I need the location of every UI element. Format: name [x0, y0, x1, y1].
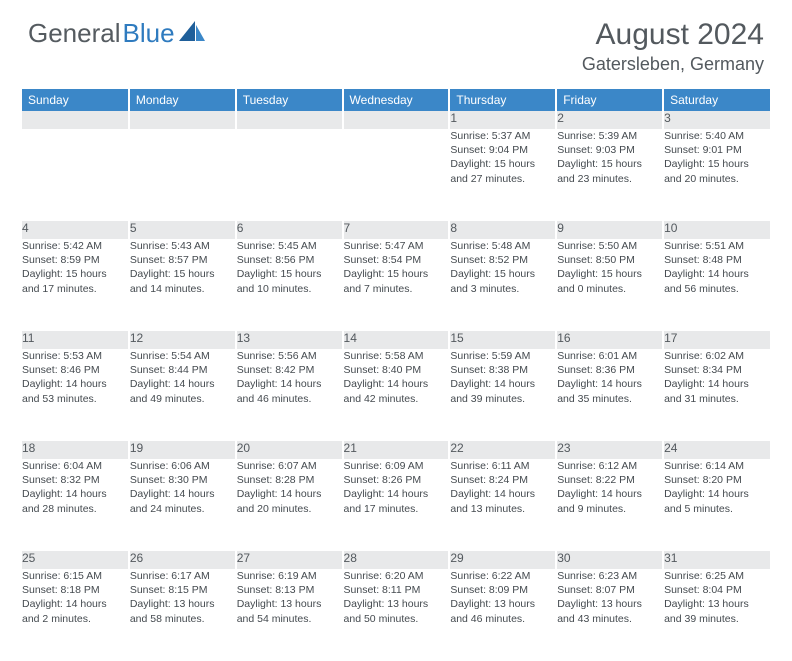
day-cell: Sunrise: 6:01 AMSunset: 8:36 PMDaylight:…	[556, 349, 663, 441]
day-cell: Sunrise: 6:02 AMSunset: 8:34 PMDaylight:…	[663, 349, 770, 441]
day-cell: Sunrise: 6:04 AMSunset: 8:32 PMDaylight:…	[22, 459, 129, 551]
empty-cell	[129, 111, 236, 129]
day-cell: Sunrise: 5:51 AMSunset: 8:48 PMDaylight:…	[663, 239, 770, 331]
day-number: 17	[663, 331, 770, 349]
day-number: 4	[22, 221, 129, 239]
empty-cell	[22, 129, 129, 221]
day-number: 14	[343, 331, 450, 349]
weekday-header: Thursday	[449, 89, 556, 111]
day-cell: Sunrise: 6:06 AMSunset: 8:30 PMDaylight:…	[129, 459, 236, 551]
day-cell: Sunrise: 6:22 AMSunset: 8:09 PMDaylight:…	[449, 569, 556, 661]
day-cell: Sunrise: 5:50 AMSunset: 8:50 PMDaylight:…	[556, 239, 663, 331]
day-number: 26	[129, 551, 236, 569]
logo-text-general: General	[28, 18, 121, 49]
day-number: 13	[236, 331, 343, 349]
header: General Blue August 2024 Gatersleben, Ge…	[0, 0, 792, 83]
day-number: 24	[663, 441, 770, 459]
month-title: August 2024	[582, 18, 764, 52]
day-cell: Sunrise: 6:23 AMSunset: 8:07 PMDaylight:…	[556, 569, 663, 661]
day-cell: Sunrise: 5:54 AMSunset: 8:44 PMDaylight:…	[129, 349, 236, 441]
calendar-table: SundayMondayTuesdayWednesdayThursdayFrid…	[22, 89, 770, 661]
day-cell: Sunrise: 5:47 AMSunset: 8:54 PMDaylight:…	[343, 239, 450, 331]
day-number: 7	[343, 221, 450, 239]
day-content-row: Sunrise: 5:53 AMSunset: 8:46 PMDaylight:…	[22, 349, 770, 441]
empty-cell	[129, 129, 236, 221]
empty-cell	[236, 129, 343, 221]
day-content-row: Sunrise: 6:15 AMSunset: 8:18 PMDaylight:…	[22, 569, 770, 661]
empty-cell	[22, 111, 129, 129]
day-cell: Sunrise: 5:37 AMSunset: 9:04 PMDaylight:…	[449, 129, 556, 221]
day-cell: Sunrise: 6:25 AMSunset: 8:04 PMDaylight:…	[663, 569, 770, 661]
day-number: 22	[449, 441, 556, 459]
day-number: 8	[449, 221, 556, 239]
day-number: 25	[22, 551, 129, 569]
daynum-row: 45678910	[22, 221, 770, 239]
weekday-header: Tuesday	[236, 89, 343, 111]
day-number: 5	[129, 221, 236, 239]
day-number: 31	[663, 551, 770, 569]
day-cell: Sunrise: 6:12 AMSunset: 8:22 PMDaylight:…	[556, 459, 663, 551]
daynum-row: 11121314151617	[22, 331, 770, 349]
day-number: 21	[343, 441, 450, 459]
day-number: 16	[556, 331, 663, 349]
day-number: 18	[22, 441, 129, 459]
day-number: 23	[556, 441, 663, 459]
day-content-row: Sunrise: 5:42 AMSunset: 8:59 PMDaylight:…	[22, 239, 770, 331]
day-cell: Sunrise: 5:43 AMSunset: 8:57 PMDaylight:…	[129, 239, 236, 331]
day-number: 12	[129, 331, 236, 349]
day-number: 27	[236, 551, 343, 569]
day-cell: Sunrise: 5:39 AMSunset: 9:03 PMDaylight:…	[556, 129, 663, 221]
weekday-header-row: SundayMondayTuesdayWednesdayThursdayFrid…	[22, 89, 770, 111]
day-cell: Sunrise: 6:19 AMSunset: 8:13 PMDaylight:…	[236, 569, 343, 661]
logo-sail-icon	[179, 21, 205, 41]
weekday-header: Monday	[129, 89, 236, 111]
title-block: August 2024 Gatersleben, Germany	[582, 18, 764, 75]
day-number: 15	[449, 331, 556, 349]
day-number: 11	[22, 331, 129, 349]
daynum-row: 123	[22, 111, 770, 129]
day-cell: Sunrise: 6:17 AMSunset: 8:15 PMDaylight:…	[129, 569, 236, 661]
day-content-row: Sunrise: 6:04 AMSunset: 8:32 PMDaylight:…	[22, 459, 770, 551]
empty-cell	[343, 111, 450, 129]
day-number: 10	[663, 221, 770, 239]
day-cell: Sunrise: 5:45 AMSunset: 8:56 PMDaylight:…	[236, 239, 343, 331]
day-number: 30	[556, 551, 663, 569]
weekday-header: Sunday	[22, 89, 129, 111]
weekday-header: Saturday	[663, 89, 770, 111]
day-number: 19	[129, 441, 236, 459]
day-number: 3	[663, 111, 770, 129]
day-cell: Sunrise: 6:14 AMSunset: 8:20 PMDaylight:…	[663, 459, 770, 551]
day-cell: Sunrise: 5:56 AMSunset: 8:42 PMDaylight:…	[236, 349, 343, 441]
weekday-header: Wednesday	[343, 89, 450, 111]
weekday-header: Friday	[556, 89, 663, 111]
day-cell: Sunrise: 5:59 AMSunset: 8:38 PMDaylight:…	[449, 349, 556, 441]
day-content-row: Sunrise: 5:37 AMSunset: 9:04 PMDaylight:…	[22, 129, 770, 221]
day-cell: Sunrise: 5:53 AMSunset: 8:46 PMDaylight:…	[22, 349, 129, 441]
logo-text-blue: Blue	[123, 18, 175, 49]
empty-cell	[236, 111, 343, 129]
day-cell: Sunrise: 6:09 AMSunset: 8:26 PMDaylight:…	[343, 459, 450, 551]
empty-cell	[343, 129, 450, 221]
daynum-row: 25262728293031	[22, 551, 770, 569]
day-number: 9	[556, 221, 663, 239]
day-number: 28	[343, 551, 450, 569]
day-cell: Sunrise: 6:07 AMSunset: 8:28 PMDaylight:…	[236, 459, 343, 551]
daynum-row: 18192021222324	[22, 441, 770, 459]
day-number: 1	[449, 111, 556, 129]
day-number: 2	[556, 111, 663, 129]
day-cell: Sunrise: 5:58 AMSunset: 8:40 PMDaylight:…	[343, 349, 450, 441]
day-number: 20	[236, 441, 343, 459]
day-cell: Sunrise: 6:11 AMSunset: 8:24 PMDaylight:…	[449, 459, 556, 551]
day-cell: Sunrise: 6:15 AMSunset: 8:18 PMDaylight:…	[22, 569, 129, 661]
logo: General Blue	[28, 18, 205, 49]
day-number: 6	[236, 221, 343, 239]
location: Gatersleben, Germany	[582, 54, 764, 75]
day-cell: Sunrise: 5:40 AMSunset: 9:01 PMDaylight:…	[663, 129, 770, 221]
day-cell: Sunrise: 5:42 AMSunset: 8:59 PMDaylight:…	[22, 239, 129, 331]
day-cell: Sunrise: 5:48 AMSunset: 8:52 PMDaylight:…	[449, 239, 556, 331]
day-number: 29	[449, 551, 556, 569]
day-cell: Sunrise: 6:20 AMSunset: 8:11 PMDaylight:…	[343, 569, 450, 661]
